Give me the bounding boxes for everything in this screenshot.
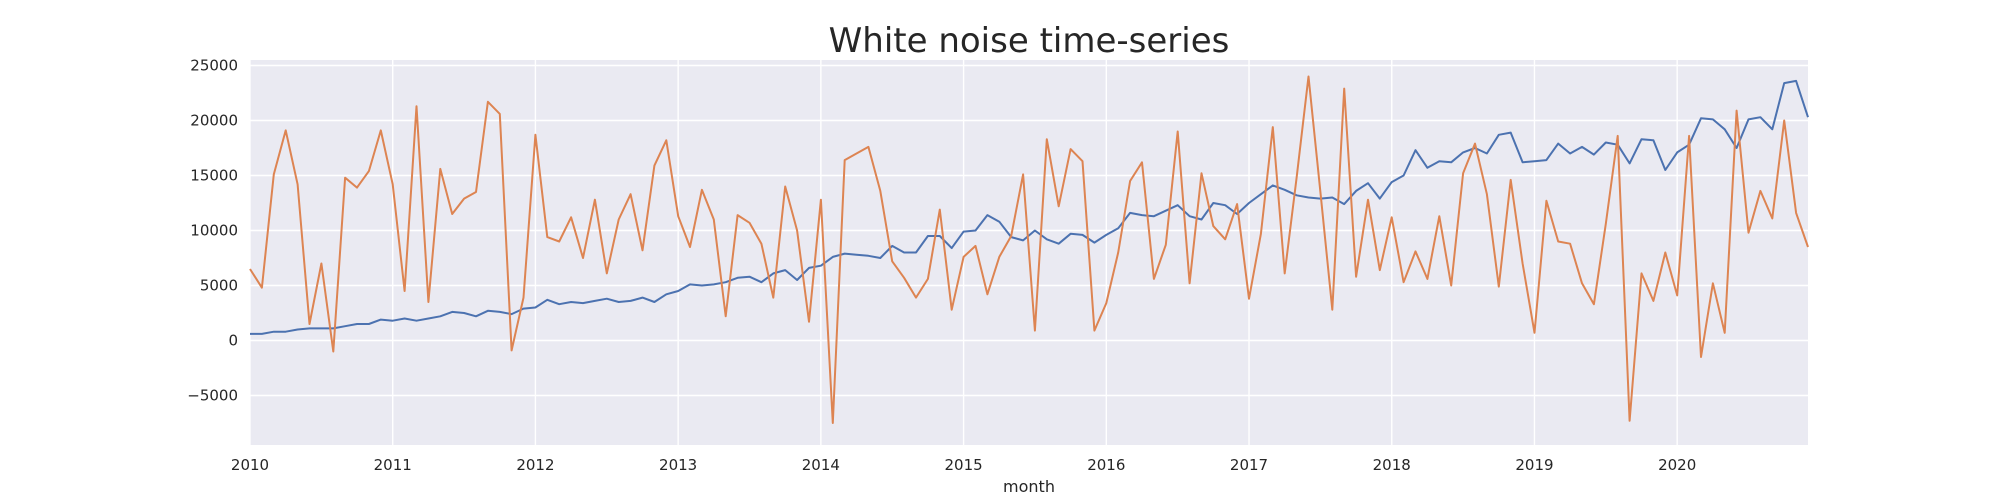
chart-title: White noise time-series — [829, 21, 1230, 61]
y-gridlines — [250, 64, 1808, 397]
y-tick-label: −5000 — [187, 387, 238, 405]
x-tick-label: 2016 — [1087, 456, 1125, 474]
x-tick-label: 2015 — [944, 456, 982, 474]
x-tick-label: 2012 — [516, 456, 554, 474]
series-layer — [249, 75, 1809, 424]
x-gridlines — [249, 60, 1678, 445]
x-tick-label: 2019 — [1515, 456, 1553, 474]
y-tick-label: 25000 — [190, 57, 238, 75]
y-tick-label: 15000 — [190, 167, 238, 185]
x-axis-label: month — [1003, 477, 1055, 496]
y-tick-label: 0 — [228, 332, 238, 350]
x-tick-label: 2017 — [1230, 456, 1268, 474]
x-tick-label: 2010 — [231, 456, 269, 474]
x-tick-label: 2013 — [659, 456, 697, 474]
y-tick-labels: −5000 0 5000 10000 15000 20000 25000 — [187, 57, 238, 405]
x-tick-label: 2014 — [802, 456, 840, 474]
x-tick-label: 2020 — [1658, 456, 1696, 474]
y-tick-label: 5000 — [200, 277, 238, 295]
x-tick-label: 2011 — [374, 456, 412, 474]
series-line-2 — [249, 75, 1809, 424]
y-tick-label: 10000 — [190, 222, 238, 240]
y-tick-label: 20000 — [190, 112, 238, 130]
x-tick-label: 2018 — [1373, 456, 1411, 474]
x-tick-labels: 2010 2011 2012 2013 2014 2015 2016 2017 2018 2019… — [231, 456, 1696, 474]
